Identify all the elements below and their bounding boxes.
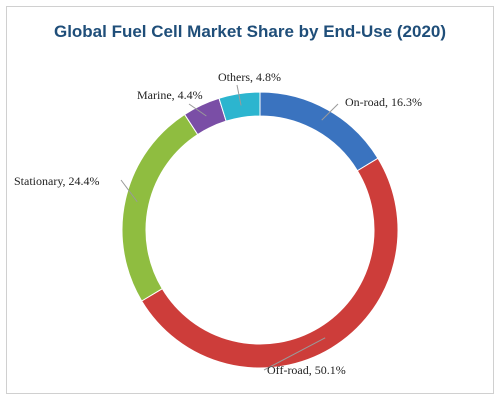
- chart-title: Global Fuel Cell Market Share by End-Use…: [53, 22, 447, 41]
- data-label-off-road: Off-road, 50.1%: [267, 363, 346, 377]
- leader-line-others: [236, 84, 242, 106]
- leader-line-off-road: [263, 337, 326, 371]
- leader-line-stationary: [120, 179, 138, 203]
- slice-stationary: [121, 113, 199, 302]
- data-label-others: Others, 4.8%: [218, 70, 281, 84]
- data-label-marine: Marine, 4.4%: [137, 88, 203, 102]
- slice-others: [218, 91, 261, 122]
- slice-off-road: [140, 157, 399, 369]
- chart-frame: [6, 6, 494, 394]
- data-label-on-road: On-road, 16.3%: [345, 95, 422, 109]
- leader-line-on-road: [321, 103, 339, 121]
- data-label-stationary: Stationary, 24.4%: [14, 174, 100, 188]
- leader-line-marine: [188, 103, 207, 117]
